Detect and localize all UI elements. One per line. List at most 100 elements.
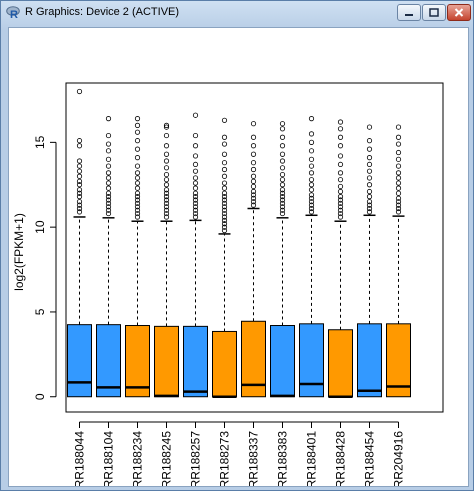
outlier-point (192, 197, 199, 203)
outlier-point (337, 161, 344, 168)
outlier-point (337, 177, 344, 183)
outlier-point (308, 148, 315, 154)
outlier-point (395, 149, 402, 156)
outlier-point (134, 194, 141, 200)
outlier-point (337, 153, 344, 159)
outlier-point (308, 209, 315, 215)
outlier-point (192, 207, 199, 213)
outlier-point (221, 151, 228, 157)
outlier-point (221, 160, 228, 166)
x-tick-label: RR188044 (73, 431, 87, 486)
outlier-point (308, 139, 315, 145)
outlier-point (163, 200, 170, 207)
outlier-point (76, 182, 83, 188)
outlier-point (221, 173, 228, 179)
outlier-point (366, 182, 373, 188)
outlier-point (308, 170, 315, 176)
outlier-point (308, 163, 315, 169)
y-axis-label: log2(FPKM+1) (12, 213, 26, 291)
outlier-point (134, 155, 141, 161)
outlier-point (250, 199, 257, 205)
outlier-point (163, 177, 170, 183)
x-tick-label: RR188401 (305, 431, 319, 486)
x-tick-label: RR188383 (276, 431, 290, 486)
close-button[interactable] (447, 4, 471, 21)
outlier-point (221, 197, 228, 203)
maximize-button[interactable] (422, 4, 446, 21)
minimize-icon (405, 13, 413, 16)
outlier-point (366, 138, 373, 144)
x-tick-label: RR188257 (189, 431, 203, 486)
outlier-point (279, 187, 286, 193)
outlier-point (221, 117, 228, 123)
outlier-point (250, 195, 257, 201)
outlier-point (250, 202, 257, 208)
outlier-point (105, 148, 112, 154)
outlier-point (163, 194, 170, 200)
x-tick-label: RR188245 (160, 431, 174, 486)
x-axis: RR188044 RR188104 RR188234 RR188245 RR188257… (73, 421, 406, 488)
outlier-point (192, 161, 199, 168)
outlier-point (395, 190, 402, 196)
outlier-point (163, 214, 170, 220)
outlier-point (250, 160, 257, 166)
box-RR188234 (125, 116, 150, 398)
outlier-point (76, 205, 83, 212)
outlier-point (279, 171, 286, 178)
outlier-point (105, 180, 112, 186)
boxes (67, 88, 411, 398)
outlier-point (192, 194, 199, 200)
outlier-point (134, 204, 141, 210)
outlier-point (395, 163, 402, 169)
outlier-point (366, 188, 373, 195)
outlier-point (163, 182, 170, 188)
minimize-button[interactable] (397, 4, 421, 21)
outlier-point (395, 180, 402, 186)
outlier-point (308, 177, 315, 183)
outlier-point (366, 194, 373, 200)
box-RR188044 (67, 88, 92, 398)
outlier-point (163, 197, 170, 203)
plot-frame (65, 82, 444, 413)
box-body (270, 325, 295, 398)
outlier-point (163, 207, 170, 213)
y-tick-label: 15 (33, 135, 47, 149)
outlier-point (105, 116, 112, 122)
outlier-point (221, 214, 228, 220)
outlier-point (221, 190, 228, 196)
outlier-point (163, 151, 170, 157)
outlier-point (221, 166, 228, 173)
title-bar[interactable]: R R Graphics: Device 2 (ACTIVE) (1, 1, 473, 25)
outlier-point (134, 163, 141, 169)
outlier-point (337, 134, 344, 140)
box-RR188273 (212, 117, 237, 398)
outlier-point (134, 122, 141, 128)
maximize-icon (429, 8, 439, 17)
outlier-point (76, 163, 83, 169)
x-tick-label: RR188273 (218, 431, 232, 486)
outlier-point (163, 204, 170, 210)
outlier-point (192, 180, 199, 186)
outlier-point (76, 173, 83, 179)
outlier-point (279, 200, 286, 207)
outlier-point (308, 156, 315, 162)
outlier-point (395, 195, 402, 201)
outlier-point (105, 190, 112, 196)
outlier-point (163, 122, 170, 128)
outlier-point (308, 205, 315, 212)
outlier-point (105, 170, 112, 176)
outlier-point (395, 141, 402, 147)
outlier-point (192, 168, 199, 174)
outlier-point (279, 165, 286, 171)
outlier-point (105, 132, 112, 139)
outlier-point (105, 197, 112, 203)
outlier-point (105, 210, 112, 217)
outlier-point (395, 124, 402, 130)
outlier-point (221, 227, 228, 234)
box-body (183, 325, 208, 398)
outlier-point (366, 161, 373, 168)
outlier-point (308, 187, 315, 193)
x-tick-label: RR204916 (392, 431, 406, 486)
outlier-point (279, 126, 286, 132)
outlier-point (395, 202, 402, 208)
